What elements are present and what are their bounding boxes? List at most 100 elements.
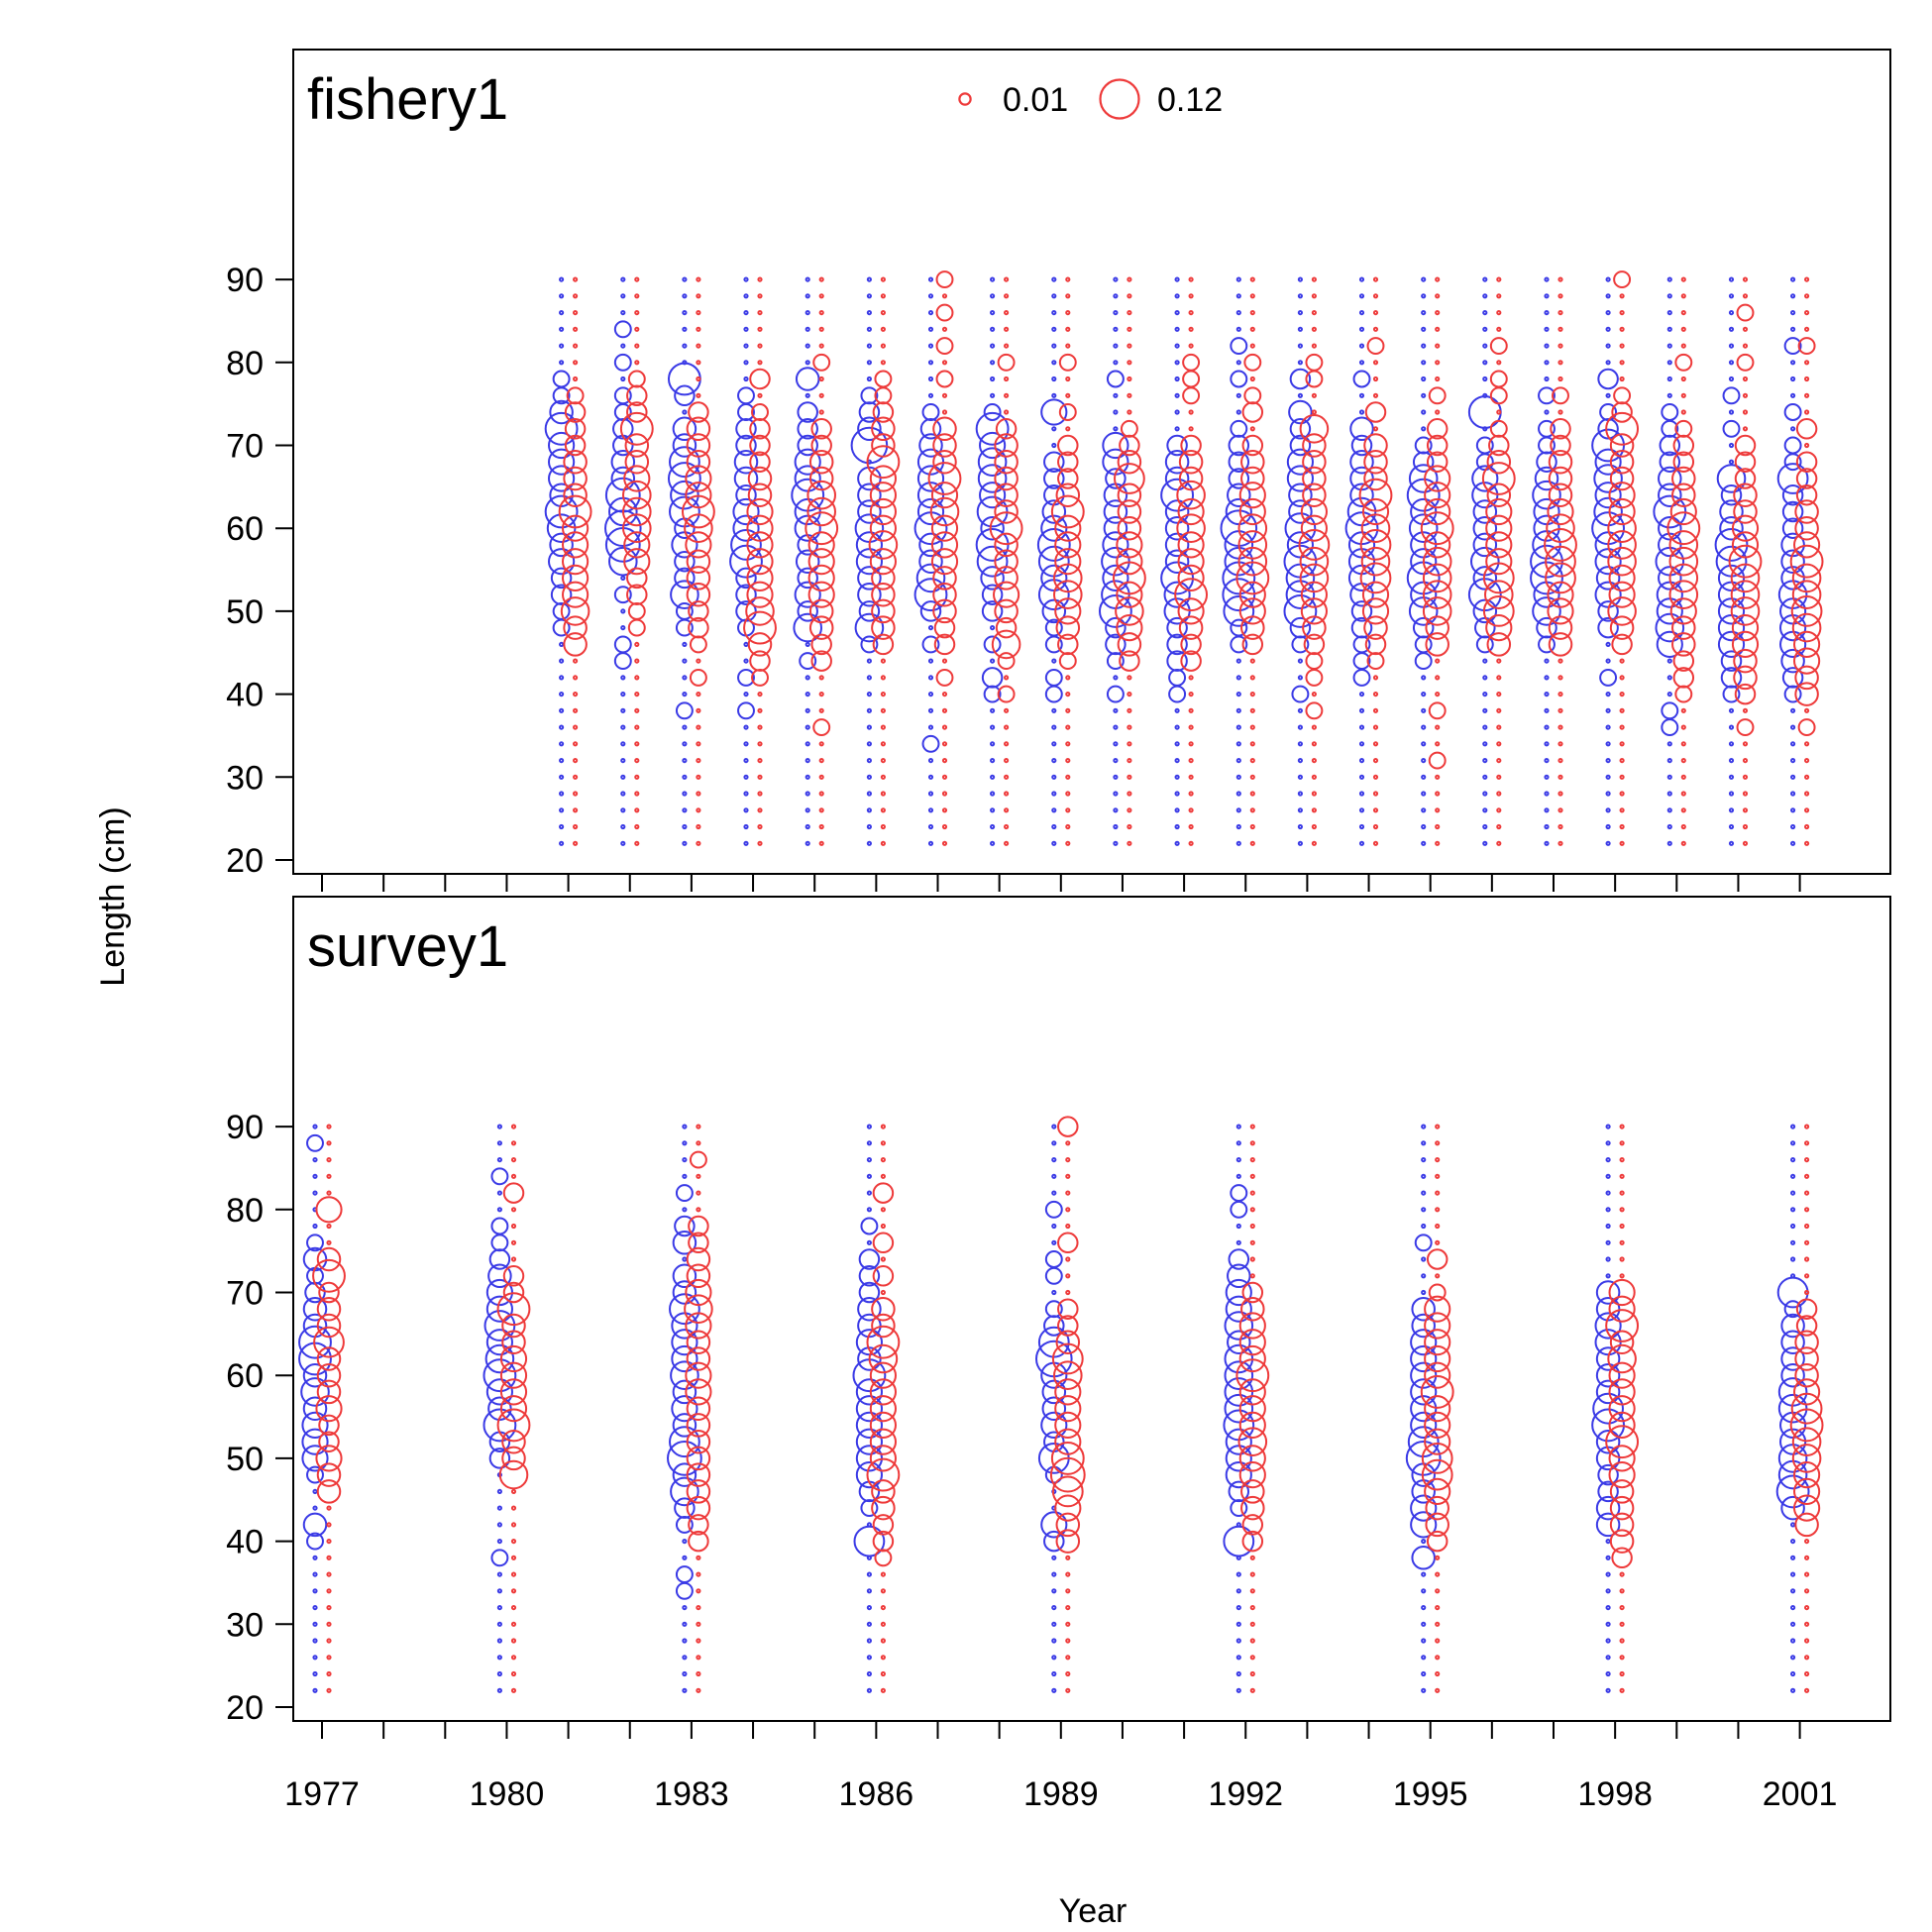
observed-bubble xyxy=(1174,707,1180,713)
expected-bubble xyxy=(1050,1441,1085,1475)
observed-bubble xyxy=(797,567,818,590)
expected-bubble xyxy=(1619,724,1625,730)
observed-bubble xyxy=(1410,1329,1438,1356)
expected-bubble xyxy=(685,531,712,559)
observed-bubble xyxy=(1421,1670,1427,1677)
expected-bubble xyxy=(1435,1588,1441,1594)
expected-bubble xyxy=(806,480,836,510)
observed-bubble xyxy=(559,310,565,316)
expected-bubble xyxy=(1668,546,1699,577)
expected-bubble xyxy=(1496,741,1502,747)
observed-bubble xyxy=(1475,436,1494,455)
observed-bubble xyxy=(485,1378,513,1406)
expected-bubble xyxy=(1608,1378,1636,1406)
expected-bubble xyxy=(1127,741,1132,747)
observed-bubble xyxy=(682,774,688,780)
expected-bubble xyxy=(1065,1655,1071,1661)
expected-bubble xyxy=(573,807,579,813)
expected-bubble xyxy=(872,633,895,656)
expected-bubble xyxy=(1804,293,1810,299)
observed-bubble xyxy=(857,499,882,524)
observed-bubble xyxy=(552,601,571,620)
expected-bubble xyxy=(1609,615,1635,640)
observed-bubble xyxy=(990,807,996,813)
observed-bubble xyxy=(1728,293,1735,299)
expected-bubble xyxy=(1425,632,1449,657)
observed-bubble xyxy=(976,545,1009,578)
observed-bubble xyxy=(682,1621,688,1627)
expected-bubble xyxy=(1178,466,1204,491)
x-tick-label: 1986 xyxy=(839,1775,914,1813)
expected-bubble xyxy=(573,310,579,316)
observed-bubble xyxy=(1051,376,1057,382)
expected-bubble xyxy=(573,376,579,382)
observed-bubble xyxy=(1358,310,1365,316)
expected-bubble xyxy=(326,1555,332,1560)
observed-bubble xyxy=(1235,658,1241,664)
observed-bubble xyxy=(1358,293,1365,299)
expected-bubble xyxy=(1486,632,1512,657)
observed-bubble xyxy=(735,483,757,506)
expected-bubble xyxy=(1485,614,1513,642)
expected-bubble xyxy=(634,774,640,780)
expected-bubble xyxy=(1420,1374,1454,1409)
expected-bubble xyxy=(995,418,1018,440)
expected-bubble xyxy=(634,360,640,366)
observed-bubble xyxy=(1790,1555,1796,1560)
expected-bubble xyxy=(941,326,948,332)
observed-bubble xyxy=(1421,392,1427,398)
observed-bubble xyxy=(670,1476,699,1507)
observed-bubble xyxy=(682,741,688,747)
observed-bubble xyxy=(1051,310,1057,316)
expected-bubble xyxy=(1544,527,1577,562)
expected-bubble xyxy=(1795,1315,1818,1337)
observed-bubble xyxy=(1482,707,1488,713)
observed-bubble xyxy=(620,625,626,631)
observed-bubble xyxy=(1482,310,1488,316)
observed-bubble xyxy=(496,1522,502,1528)
expected-bubble xyxy=(1177,531,1205,559)
expected-bubble xyxy=(935,337,954,356)
expected-bubble xyxy=(686,1246,711,1272)
observed-bubble xyxy=(559,293,565,299)
observed-bubble xyxy=(1043,1530,1065,1553)
expected-bubble xyxy=(874,1549,893,1567)
expected-bubble xyxy=(1496,326,1502,332)
expected-bubble xyxy=(1372,376,1379,382)
expected-bubble xyxy=(1485,548,1513,576)
expected-bubble xyxy=(1120,419,1138,438)
observed-bubble xyxy=(866,692,872,698)
expected-bubble xyxy=(757,758,763,764)
expected-bubble xyxy=(1249,791,1255,797)
observed-bubble xyxy=(1235,791,1241,797)
observed-bubble xyxy=(559,692,565,698)
expected-bubble xyxy=(1424,465,1451,492)
expected-bubble xyxy=(941,658,948,664)
expected-bubble xyxy=(1791,580,1822,609)
observed-bubble xyxy=(1051,840,1057,846)
expected-bubble xyxy=(1188,310,1194,316)
observed-bubble xyxy=(983,403,1002,421)
expected-bubble xyxy=(1742,276,1749,282)
expected-bubble xyxy=(871,1495,896,1521)
observed-bubble xyxy=(743,326,749,332)
expected-bubble xyxy=(869,1411,897,1439)
expected-bubble xyxy=(685,1378,712,1406)
observed-bubble xyxy=(1113,343,1119,349)
expected-bubble xyxy=(1557,675,1563,681)
observed-bubble xyxy=(675,1184,694,1203)
expected-bubble xyxy=(316,1246,342,1272)
observed-bubble xyxy=(620,293,626,299)
expected-bubble xyxy=(757,774,763,780)
observed-bubble xyxy=(1105,468,1127,489)
expected-bubble xyxy=(1794,515,1819,541)
observed-bubble xyxy=(1113,724,1119,730)
observed-bubble xyxy=(1659,451,1681,473)
observed-bubble xyxy=(672,1231,698,1255)
series-expected-survey1 xyxy=(312,1116,1824,1693)
expected-bubble xyxy=(696,1621,701,1627)
observed-bubble xyxy=(1421,840,1427,846)
observed-bubble xyxy=(1666,758,1672,764)
expected-bubble xyxy=(1065,774,1071,780)
expected-bubble xyxy=(1742,343,1749,349)
